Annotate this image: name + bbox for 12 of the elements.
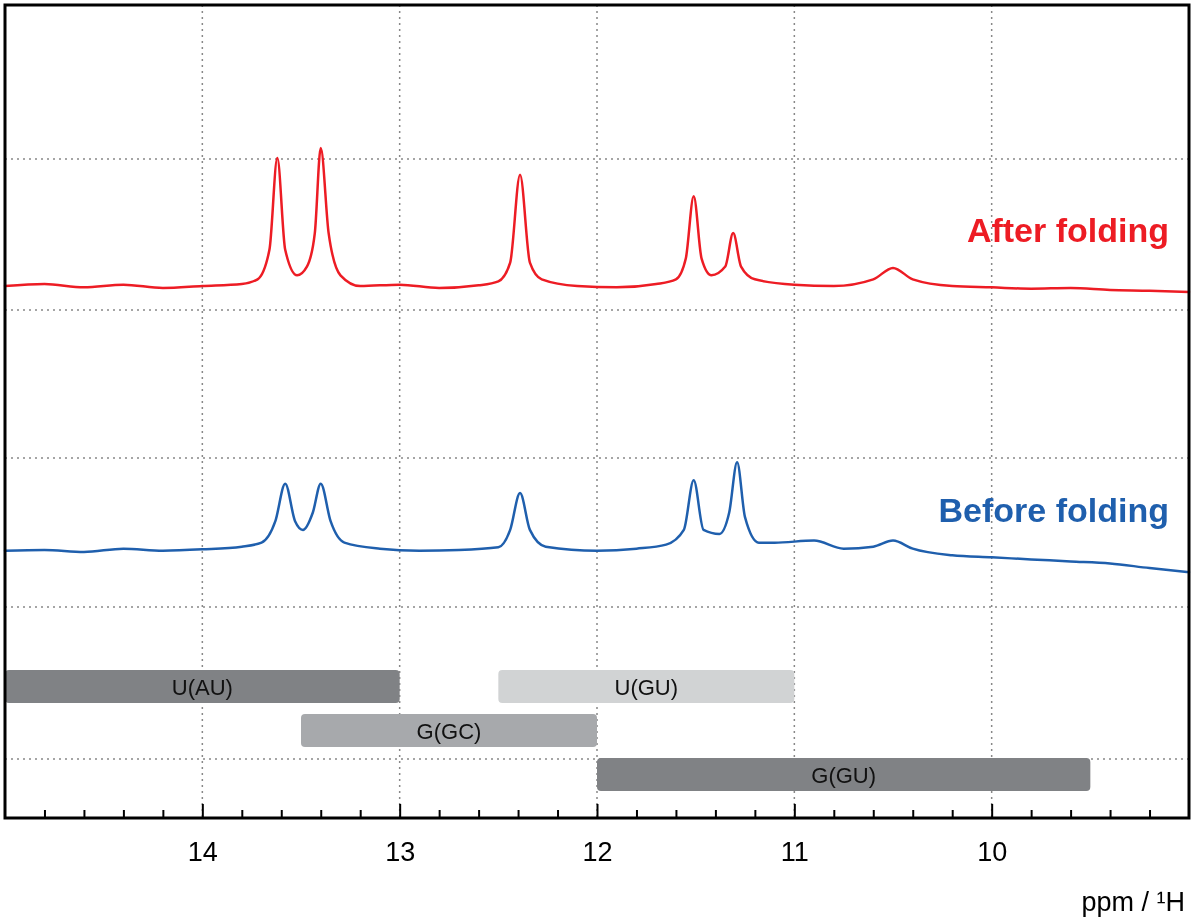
x-tick-label: 10 [977,837,1008,868]
x-tick-label: 14 [187,837,218,868]
band-label: G(GU) [811,763,877,788]
band-label: U(GU) [614,675,679,700]
x-tick-label: 13 [385,837,416,868]
band-label: G(GC) [416,719,482,744]
band-label: U(AU) [171,675,233,700]
series-label: After folding [966,211,1169,250]
x-tick-label: 12 [582,837,613,868]
series-label: Before folding [938,491,1169,530]
x-tick-label: 11 [780,837,809,868]
x-axis-title: ppm / ¹H [1081,887,1185,917]
